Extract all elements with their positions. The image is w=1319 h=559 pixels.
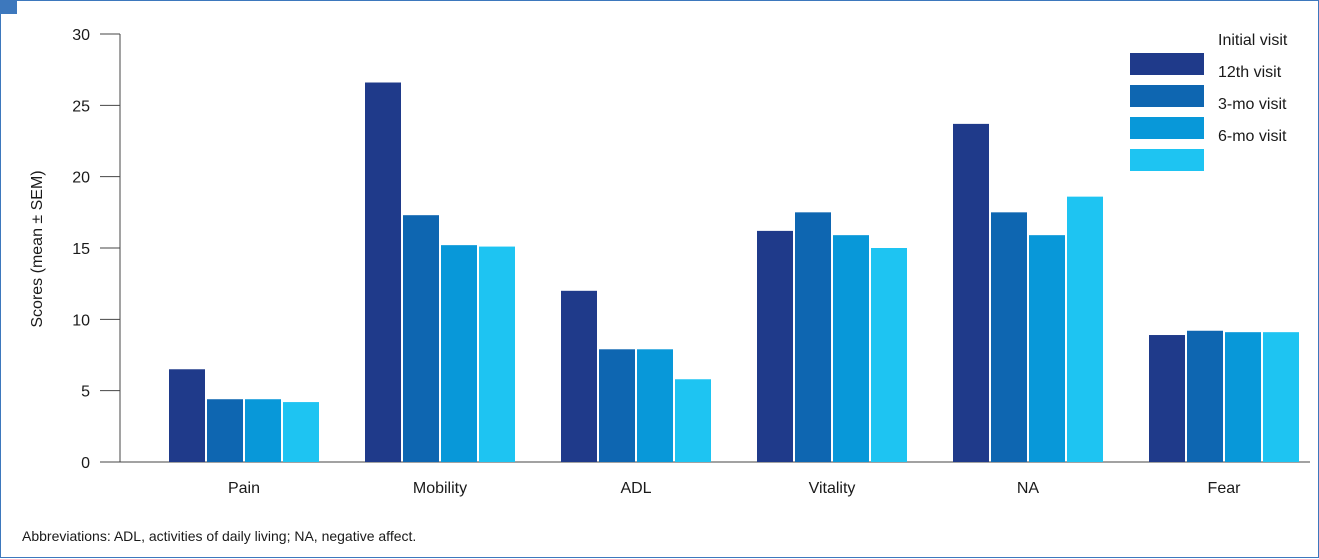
bar-adl-3 [675,379,711,462]
x-tick-label: ADL [620,480,651,497]
bar-adl-2 [637,349,673,462]
y-tick-label: 10 [72,312,90,329]
y-tick-label: 0 [81,455,90,472]
bar-fear-2 [1225,332,1261,462]
bar-mobility-1 [403,215,439,462]
legend-swatch [1130,53,1204,75]
y-tick-label: 25 [72,98,90,115]
x-tick-label: Pain [228,480,260,497]
bar-vitality-2 [833,235,869,462]
legend-label: 12th visit [1218,64,1282,81]
legend-label: 3-mo visit [1218,96,1287,113]
bar-vitality-0 [757,230,793,462]
legend: Initial visit 12th visit 3-mo visit 6-mo vi… [1130,32,1288,171]
bar-na-0 [953,123,989,462]
legend-swatch [1130,85,1204,107]
x-axis: Pain Mobility ADL Vitality NA Fear [100,461,1310,497]
legend-swatch [1130,149,1204,171]
x-tick-label: Vitality [809,480,856,497]
bar-mobility-2 [441,245,477,462]
legend-label: Initial visit [1218,32,1288,49]
bar-pain-2 [245,399,281,462]
y-tick-label: 5 [81,384,90,401]
bar-na-2 [1029,235,1065,462]
bar-vitality-1 [795,212,831,462]
y-axis-title: Scores (mean ± SEM) [29,170,46,327]
x-tick-label: Mobility [413,480,467,497]
y-tick-label: 20 [72,170,90,187]
y-axis: 0 5 10 15 20 25 30 [72,27,121,472]
bar-fear-0 [1149,335,1185,462]
bar-na-1 [991,212,1027,462]
bar-fear-3 [1263,332,1299,462]
bar-mobility-3 [479,246,515,462]
y-tick-label: 15 [72,241,90,258]
bar-pain-3 [283,402,319,462]
bar-pain-0 [169,369,205,462]
bar-adl-0 [561,290,597,462]
legend-label: 6-mo visit [1218,128,1287,145]
x-tick-label: NA [1017,480,1040,497]
bar-pain-1 [207,399,243,462]
bar-fear-1 [1187,330,1223,462]
figure-label-tab [0,0,17,14]
bar-mobility-0 [365,82,401,463]
figure-top-rule [0,0,1319,1]
legend-swatch [1130,117,1204,139]
bar-na-3 [1067,196,1103,462]
y-tick-label: 30 [72,27,90,44]
bars-group [169,82,1299,463]
footnote: Abbreviations: ADL, activities of daily … [22,528,417,544]
bar-adl-1 [599,349,635,462]
bar-vitality-3 [871,248,907,462]
bar-chart: 0 5 10 15 20 25 30 Pain Mobility ADL Vitality NA Fe… [29,27,1310,497]
x-tick-label: Fear [1208,480,1242,497]
